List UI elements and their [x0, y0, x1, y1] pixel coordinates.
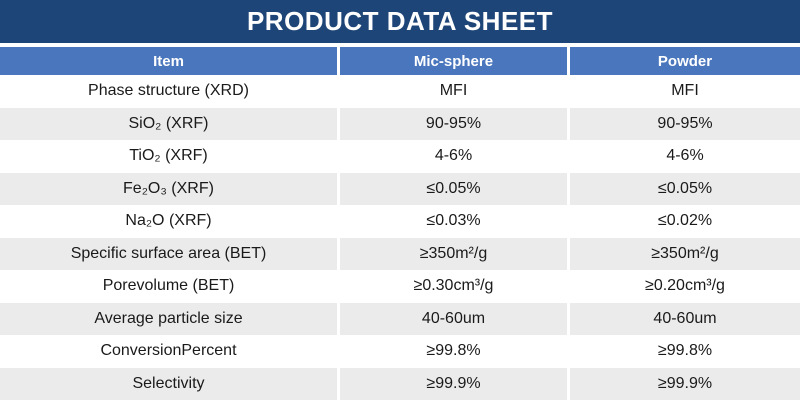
table-row: Selectivity ≥99.9% ≥99.9% — [0, 367, 800, 400]
row-label: Porevolume (BET) — [0, 270, 340, 303]
cell-mic-sphere: 40-60um — [340, 302, 570, 335]
row-label: Fe₂O₃ (XRF) — [0, 172, 340, 205]
table-row: ConversionPercent ≥99.8% ≥99.8% — [0, 335, 800, 368]
table-header-row: Item Mic-sphere Powder — [0, 47, 800, 75]
table-row: Specific surface area (BET) ≥350m²/g ≥35… — [0, 237, 800, 270]
cell-powder: ≥99.9% — [570, 367, 800, 400]
cell-powder: ≥0.20cm³/g — [570, 270, 800, 303]
row-label: Average particle size — [0, 302, 340, 335]
table-row: SiO₂ (XRF) 90-95% 90-95% — [0, 107, 800, 140]
cell-powder: MFI — [570, 75, 800, 108]
cell-powder: 90-95% — [570, 107, 800, 140]
table-row: TiO₂ (XRF) 4-6% 4-6% — [0, 140, 800, 173]
row-label: Phase structure (XRD) — [0, 75, 340, 108]
row-label: Na₂O (XRF) — [0, 205, 340, 238]
table-row: Phase structure (XRD) MFI MFI — [0, 75, 800, 108]
cell-powder: 40-60um — [570, 302, 800, 335]
column-header-powder: Powder — [570, 47, 800, 75]
row-label: Selectivity — [0, 367, 340, 400]
row-label: Specific surface area (BET) — [0, 237, 340, 270]
row-label: SiO₂ (XRF) — [0, 107, 340, 140]
cell-mic-sphere: ≤0.03% — [340, 205, 570, 238]
table-row: Na₂O (XRF) ≤0.03% ≤0.02% — [0, 205, 800, 238]
cell-mic-sphere: ≥0.30cm³/g — [340, 270, 570, 303]
cell-powder: ≤0.05% — [570, 172, 800, 205]
cell-mic-sphere: ≥99.9% — [340, 367, 570, 400]
cell-mic-sphere: ≤0.05% — [340, 172, 570, 205]
column-header-item: Item — [0, 47, 340, 75]
cell-powder: 4-6% — [570, 140, 800, 173]
cell-mic-sphere: 90-95% — [340, 107, 570, 140]
cell-powder: ≥350m²/g — [570, 237, 800, 270]
row-label: ConversionPercent — [0, 335, 340, 368]
product-data-table: Item Mic-sphere Powder Phase structure (… — [0, 47, 800, 400]
cell-mic-sphere: 4-6% — [340, 140, 570, 173]
cell-powder: ≤0.02% — [570, 205, 800, 238]
table-row: Average particle size 40-60um 40-60um — [0, 302, 800, 335]
row-label: TiO₂ (XRF) — [0, 140, 340, 173]
cell-powder: ≥99.8% — [570, 335, 800, 368]
title-bar: PRODUCT DATA SHEET — [0, 0, 800, 43]
table-row: Fe₂O₃ (XRF) ≤0.05% ≤0.05% — [0, 172, 800, 205]
cell-mic-sphere: ≥350m²/g — [340, 237, 570, 270]
table-row: Porevolume (BET) ≥0.30cm³/g ≥0.20cm³/g — [0, 270, 800, 303]
cell-mic-sphere: MFI — [340, 75, 570, 108]
page-title: PRODUCT DATA SHEET — [246, 6, 554, 36]
column-header-mic-sphere: Mic-sphere — [340, 47, 570, 75]
cell-mic-sphere: ≥99.8% — [340, 335, 570, 368]
